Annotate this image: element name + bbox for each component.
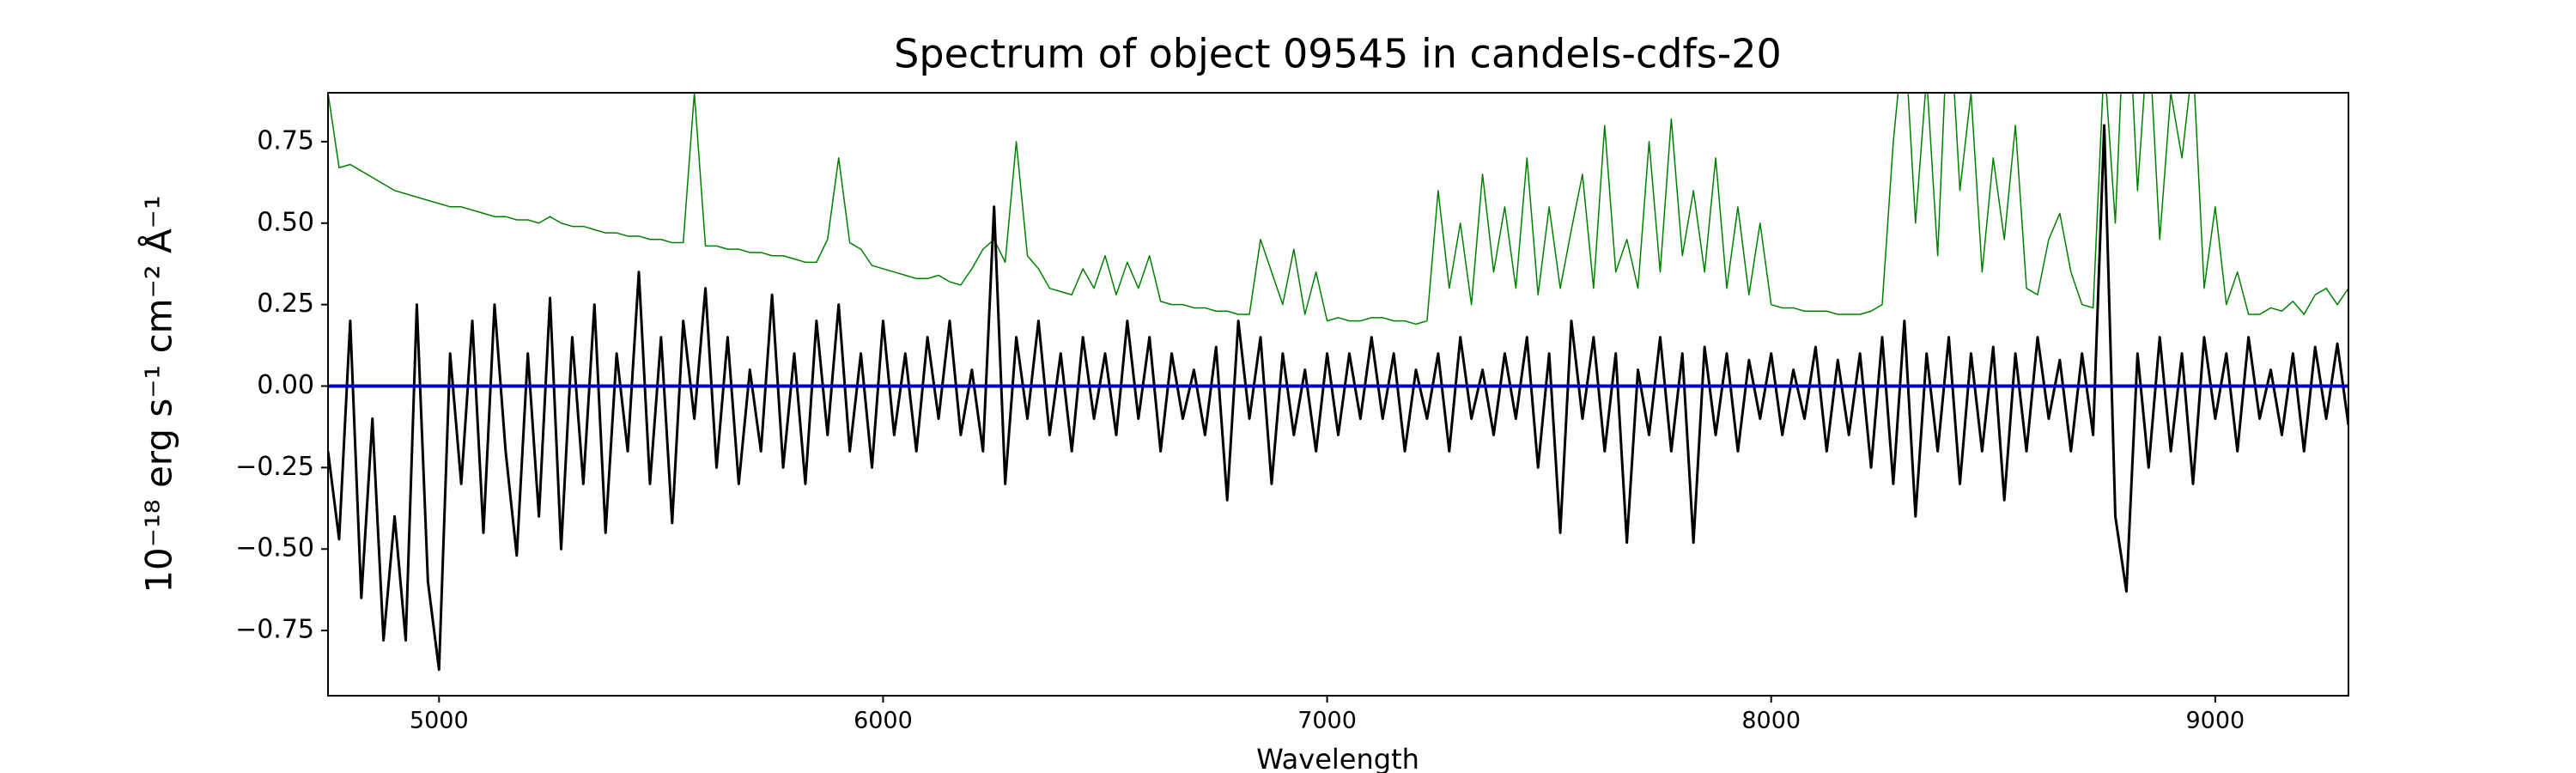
- x-tick-label: 7000: [1297, 708, 1357, 734]
- y-tick-label: 0.25: [257, 289, 314, 319]
- chart-title: Spectrum of object 09545 in candels-cdfs…: [894, 31, 1782, 77]
- y-axis-label: 10⁻¹⁸ erg s⁻¹ cm⁻² Å⁻¹: [137, 195, 180, 593]
- y-tick-label: −0.75: [235, 615, 314, 645]
- axes-frame: [327, 92, 2349, 697]
- x-tick-label: 6000: [854, 708, 913, 734]
- y-tick-label: 0.50: [257, 207, 314, 237]
- x-axis-label: Wavelength: [1256, 743, 1419, 773]
- x-tick-label: 5000: [410, 708, 469, 734]
- plot-area: [328, 93, 2348, 672]
- spectrum-line: [328, 93, 2348, 326]
- x-tick-label: 8000: [1741, 708, 1801, 734]
- x-tick-label: 9000: [2185, 708, 2245, 734]
- y-tick-label: −0.25: [235, 452, 314, 482]
- spectrum-line: [328, 124, 2348, 672]
- y-tick-label: 0.00: [257, 370, 314, 400]
- y-tick-label: −0.50: [235, 533, 314, 563]
- y-tick-label: 0.75: [257, 125, 314, 155]
